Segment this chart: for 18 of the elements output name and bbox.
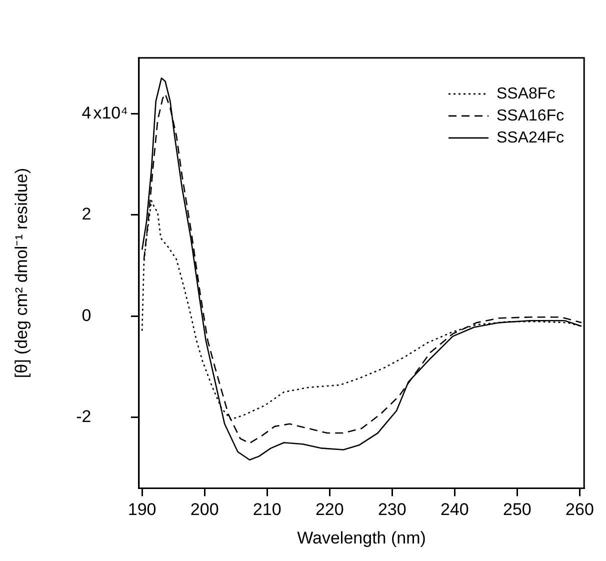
x-tick-label: 220	[315, 500, 344, 520]
y-tick-label: 0	[82, 306, 92, 325]
x-tick-label: 210	[252, 500, 282, 520]
x-tick-label: 230	[378, 500, 406, 520]
y-tick-label: -2	[76, 407, 92, 426]
text: x10⁴	[93, 103, 128, 122]
y-tick-label: 2	[82, 204, 92, 224]
legend-label: SSA16Fc	[496, 107, 564, 124]
x-tick-label: 190	[128, 500, 156, 520]
x-tick-label: 240	[440, 500, 469, 520]
legend-label: SSA8Fc	[496, 85, 556, 102]
legend-label: SSA24Fc	[496, 129, 564, 146]
x-tick-label: 200	[190, 500, 219, 520]
x-tick-label: 260	[566, 500, 594, 520]
x-tick-label: 250	[503, 500, 532, 520]
x-axis-title: Wavelength (nm)	[297, 528, 426, 548]
y-tick-label: 4	[82, 103, 92, 122]
y-axis-title: [θ] (deg cm² dmol⁻¹ residue)	[12, 168, 31, 378]
